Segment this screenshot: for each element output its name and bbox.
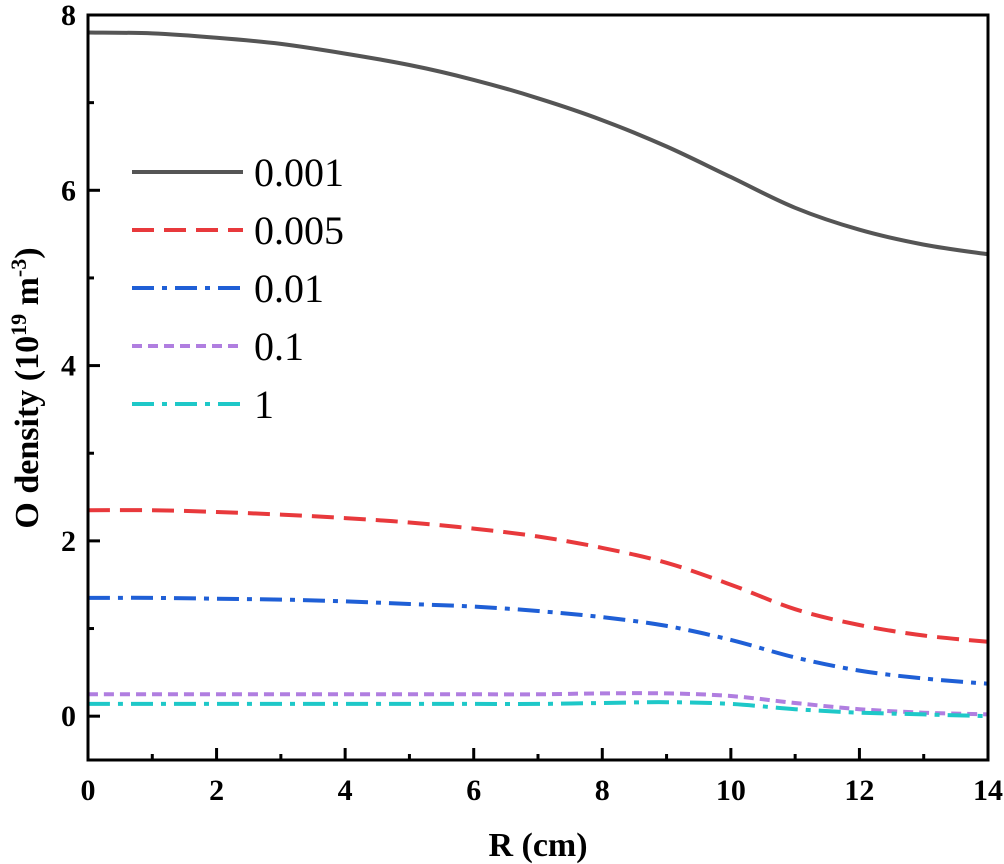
x-tick-label-4: 4 <box>338 774 353 807</box>
x-tick-label-2: 2 <box>209 774 224 807</box>
y-tick-label-8: 8 <box>61 0 76 32</box>
legend-label-0.005: 0.005 <box>254 208 344 253</box>
x-axis-ticks: 0 2 4 6 8 10 12 14 <box>81 748 1003 807</box>
y-axis-title-exp2: -3 <box>6 259 31 277</box>
x-tick-label-6: 6 <box>466 774 481 807</box>
y-axis-ticks: 0 2 4 6 8 <box>61 0 100 733</box>
legend: 0.001 0.005 0.01 0.1 1 <box>132 150 344 427</box>
plot-frame <box>86 13 990 762</box>
x-tick-label-0: 0 <box>81 774 96 807</box>
y-tick-label-6: 6 <box>61 174 76 207</box>
legend-label-0.001: 0.001 <box>254 150 344 195</box>
y-tick-label-0: 0 <box>61 700 76 733</box>
legend-label-1: 1 <box>254 382 274 427</box>
series-line-1 <box>87 700 989 719</box>
series-line-0.001 <box>87 30 989 257</box>
series-line-0.1 <box>88 691 989 717</box>
y-axis-title-main: O density (10 <box>9 336 46 529</box>
series-line-0.005 <box>87 508 989 644</box>
x-tick-label-14: 14 <box>973 774 1003 807</box>
x-tick-label-8: 8 <box>595 774 610 807</box>
x-axis-title: R (cm) <box>488 827 587 864</box>
y-axis-title-end: ) <box>9 247 46 258</box>
y-axis-title-exp1: 19 <box>6 314 31 336</box>
y-tick-label-2: 2 <box>61 525 76 558</box>
plot-marks <box>87 30 989 719</box>
legend-label-0.1: 0.1 <box>254 324 304 369</box>
y-axis-title-mid: m <box>9 277 46 314</box>
x-tick-label-10: 10 <box>716 774 746 807</box>
x-tick-label-12: 12 <box>844 774 874 807</box>
y-tick-label-4: 4 <box>61 350 76 383</box>
legend-label-0.01: 0.01 <box>254 266 324 311</box>
y-axis-title: O density (1019 m-3) <box>6 247 46 528</box>
series-line-0.01 <box>87 595 989 686</box>
